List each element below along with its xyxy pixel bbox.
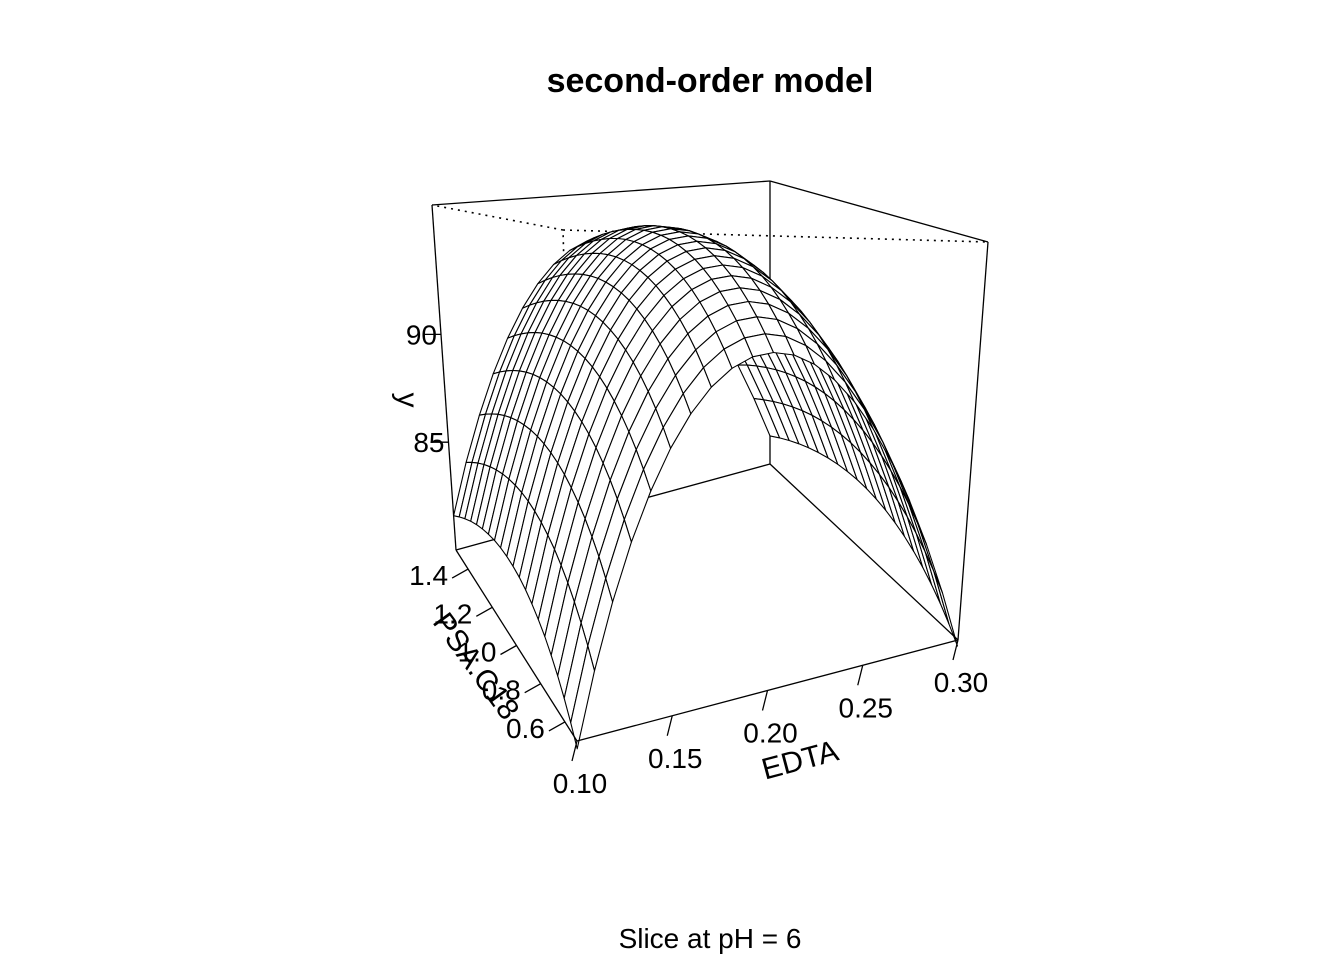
- x-tick-label: 0.30: [934, 667, 989, 698]
- x-tick-label: 0.25: [839, 692, 894, 723]
- hidden-edge: [431, 204, 564, 231]
- z-tick-label: 90: [406, 319, 437, 350]
- x-tick: [666, 715, 673, 736]
- y-tick-label: 0.6: [506, 713, 545, 744]
- box-edge: [769, 463, 959, 641]
- y-tick-label: 1.2: [433, 598, 472, 629]
- surface-facet: [933, 571, 959, 647]
- y-tick-label: 0.8: [482, 675, 521, 706]
- y-tick: [451, 568, 469, 579]
- box-edge: [957, 241, 989, 641]
- y-tick-label: 1.0: [458, 637, 497, 668]
- y-tick-label: 1.4: [409, 560, 448, 591]
- y-tick: [524, 683, 542, 694]
- response-surface: [453, 225, 959, 750]
- box-edge: [769, 180, 989, 243]
- y-tick: [548, 721, 566, 732]
- z-tick-label: 85: [413, 427, 444, 458]
- chart-title: second-order model: [547, 62, 874, 100]
- x-tick-label: 0.20: [743, 718, 798, 749]
- x-tick-label: 0.15: [648, 743, 703, 774]
- x-tick: [857, 665, 864, 686]
- box-edge: [431, 204, 457, 551]
- axes: 0.10 0.15 0.20 0.25 0.30 0.6 0.8 1.0 1.2 1.4 85 90: [406, 319, 988, 799]
- x-tick: [761, 690, 769, 711]
- y-tick: [475, 606, 493, 617]
- x-tick-label: 0.10: [553, 768, 608, 799]
- box-edge: [431, 180, 771, 206]
- y-axis-label: PSA.C18: [426, 607, 525, 726]
- slice-caption: Slice at pH = 6: [619, 923, 802, 954]
- surface-facet: [570, 645, 596, 750]
- y-tick: [500, 644, 517, 656]
- x-tick: [952, 639, 959, 661]
- x-tick: [571, 740, 578, 762]
- z-axis-label: y: [391, 393, 424, 408]
